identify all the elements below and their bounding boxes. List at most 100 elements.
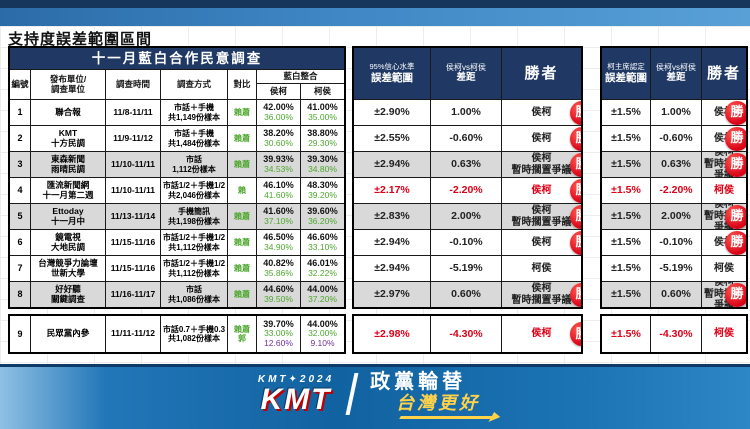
win-badge: 勝 bbox=[570, 152, 581, 177]
cell-diff: 0.60% bbox=[651, 282, 701, 307]
cell-time: 11/15-11/16 bbox=[106, 256, 160, 281]
cell-row-id-text: 4 bbox=[17, 185, 23, 196]
cell-kohou-value-text: 39.60% bbox=[307, 206, 338, 217]
cell-org-text: 好好聽 bbox=[55, 283, 81, 294]
winner-name: 侯柯 bbox=[714, 106, 734, 118]
winner-name: 侯柯 bbox=[531, 236, 552, 248]
ci95-header-diff: 侯柯vs柯侯 差距 bbox=[431, 48, 501, 99]
kmt-2024-small-label: KMT✦2024 bbox=[257, 373, 335, 385]
campaign-logo: KMT✦2024 KMT 政黨輪替 台灣更好 bbox=[0, 370, 750, 419]
column-header-org-line2: 調查單位 bbox=[50, 83, 85, 94]
cell-time-text: 11/15-11/16 bbox=[110, 236, 156, 247]
cell-houko-value: 41.60% 37.10% bbox=[257, 204, 300, 229]
cell-method: 市話＋手機 共1,149份樣本 bbox=[161, 100, 227, 125]
cell-houko-value-text: 33.00% bbox=[264, 328, 293, 339]
cell-houko-value: 42.00% 36.00% bbox=[257, 100, 300, 125]
poll-table-row9-block: 9 民眾黨內參 11/11-11/12 市話0.7＋手機0.3 共1,082份樣本 賴蕭郭… bbox=[8, 314, 346, 354]
cell-margin-of-error-text: ±1.5% bbox=[611, 288, 641, 301]
page-title: 支持度誤差範圍區間 bbox=[8, 31, 153, 48]
cell-method: 市話1/2＋手機1/2 共2,046份樣本 bbox=[161, 178, 227, 203]
cell-margin-of-error-text: ±2.94% bbox=[374, 158, 410, 171]
cell-diff-text: 0.63% bbox=[451, 158, 481, 171]
cell-diff: -0.10% bbox=[651, 230, 701, 255]
cell-margin-of-error-text: ±1.5% bbox=[611, 184, 641, 197]
cell-houko-value-text: 41.60% bbox=[263, 206, 294, 217]
cell-diff-text: -2.20% bbox=[659, 184, 693, 197]
winner-name: 侯柯 bbox=[531, 328, 552, 340]
cell-winner: 侯柯 勝 bbox=[502, 126, 581, 151]
cell-margin-of-error-text: ±2.55% bbox=[374, 132, 410, 145]
cell-houko-value-text: 39.93% bbox=[263, 154, 294, 165]
cell-houko-value-text: 37.10% bbox=[264, 215, 293, 226]
winner-name: 侯柯 bbox=[714, 152, 734, 159]
winner-note: 暫時擱置爭議 bbox=[511, 294, 572, 306]
cell-houko-value: 40.82% 35.86% bbox=[257, 256, 300, 281]
cell-margin-of-error: ±2.94% bbox=[354, 230, 430, 255]
cell-houko-value-text: 39.50% bbox=[264, 293, 293, 304]
cell-diff-text: 1.00% bbox=[661, 106, 691, 119]
cell-margin-of-error: ±1.5% bbox=[602, 100, 650, 125]
winner-name: 侯柯 bbox=[714, 204, 734, 211]
cell-method-text: 市話1/2＋手機1/2 bbox=[162, 181, 226, 191]
cell-kohou-value: 39.30% 34.80% bbox=[301, 152, 344, 177]
cell-houko-value: 39.70% 33.00% 12.60% bbox=[257, 316, 300, 352]
win-badge: 勝 bbox=[725, 126, 746, 151]
column-header-org: 發布單位/ 調查單位 bbox=[31, 70, 105, 99]
cell-row-id-text: 5 bbox=[17, 211, 23, 222]
cell-houko-value-text: 44.60% bbox=[263, 284, 294, 295]
cell-vs-text: 賴蕭 bbox=[234, 211, 250, 221]
cell-diff-text: 0.60% bbox=[661, 288, 691, 301]
cell-margin-of-error: ±2.94% bbox=[354, 256, 430, 281]
cell-kohou-value: 46.60% 33.10% bbox=[301, 230, 344, 255]
cell-kohou-value: 44.00% 32.00% 9.10% bbox=[301, 316, 344, 352]
cell-method: 市話 1,112份樣本 bbox=[161, 152, 227, 177]
cell-kohou-value: 48.30% 39.20% bbox=[301, 178, 344, 203]
cell-houko-value-text: 41.60% bbox=[264, 189, 293, 200]
cell-margin-of-error: ±2.55% bbox=[354, 126, 430, 151]
slogan-better-taiwan: 台灣更好 bbox=[396, 393, 481, 413]
winner-name: 侯柯 bbox=[531, 132, 552, 144]
cell-diff-text: -0.10% bbox=[659, 236, 693, 249]
cell-winner: 侯柯暫時擱置爭議勝 bbox=[702, 204, 746, 229]
cell-vs-text: 郭 bbox=[238, 334, 246, 343]
cell-diff: -5.19% bbox=[651, 256, 701, 281]
cell-diff-text: 0.60% bbox=[451, 288, 481, 301]
win-badge: 勝 bbox=[570, 230, 581, 255]
cell-time-text: 11/8-11/11 bbox=[113, 106, 153, 117]
cell-diff: -2.20% bbox=[651, 178, 701, 203]
cell-diff: 1.00% bbox=[651, 100, 701, 125]
winner-name: 柯侯 bbox=[531, 262, 552, 274]
cell-vs-text: 賴蕭 bbox=[234, 324, 250, 334]
cell-org-text: 十一月第二週 bbox=[42, 189, 94, 200]
cell-diff: 0.60% bbox=[431, 282, 501, 307]
cell-method-text: 手機簡訊 bbox=[178, 207, 210, 217]
cell-method-text: 市話 bbox=[186, 155, 202, 165]
cell-org: Ettoday 十一月中 bbox=[31, 204, 105, 229]
cell-margin-of-error: ±2.94% bbox=[354, 152, 430, 177]
cell-time-text: 11/10-11/11 bbox=[111, 158, 155, 169]
cell-margin-of-error: ±1.5% bbox=[602, 152, 650, 177]
slogan-party-rotation: 政黨輪替 bbox=[370, 371, 467, 393]
winner-note: 暫時擱置爭議 bbox=[511, 164, 572, 176]
cell-vs: 賴蕭 bbox=[228, 152, 256, 177]
ko-header-diff-line1: 侯柯vs柯侯 bbox=[656, 63, 696, 73]
cell-vs: 賴蕭 bbox=[228, 230, 256, 255]
cell-time: 11/11-11/12 bbox=[106, 316, 160, 352]
ci95-block: 95%信心水準 誤差範圍 侯柯vs柯侯 差距 勝者 ±2.90%1.00%侯柯勝… bbox=[352, 46, 583, 309]
cell-margin-of-error-text: ±2.90% bbox=[374, 106, 410, 119]
cell-time-text: 11/15-11/16 bbox=[110, 262, 156, 273]
cell-org: 鏡電視 大地民調 bbox=[31, 230, 105, 255]
cell-method-text: 共1,484份樣本 bbox=[167, 138, 221, 148]
cell-row-id: 2 bbox=[10, 126, 30, 151]
cell-time: 11/9-11/12 bbox=[106, 126, 160, 151]
cell-time: 11/10-11/11 bbox=[106, 178, 160, 203]
cell-time-text: 11/11-11/12 bbox=[111, 328, 155, 339]
cell-method-text: 共1,198份樣本 bbox=[167, 216, 221, 226]
winner-name: 侯柯 bbox=[531, 205, 552, 216]
cell-diff: 2.00% bbox=[431, 204, 501, 229]
cell-houko-value: 46.50% 34.90% bbox=[257, 230, 300, 255]
cell-margin-of-error-text: ±1.5% bbox=[611, 236, 641, 249]
cell-org-text: 關鍵調查 bbox=[50, 293, 85, 304]
ci95-header-diff-line2: 差距 bbox=[456, 71, 476, 83]
cell-diff: -4.30% bbox=[651, 316, 701, 352]
